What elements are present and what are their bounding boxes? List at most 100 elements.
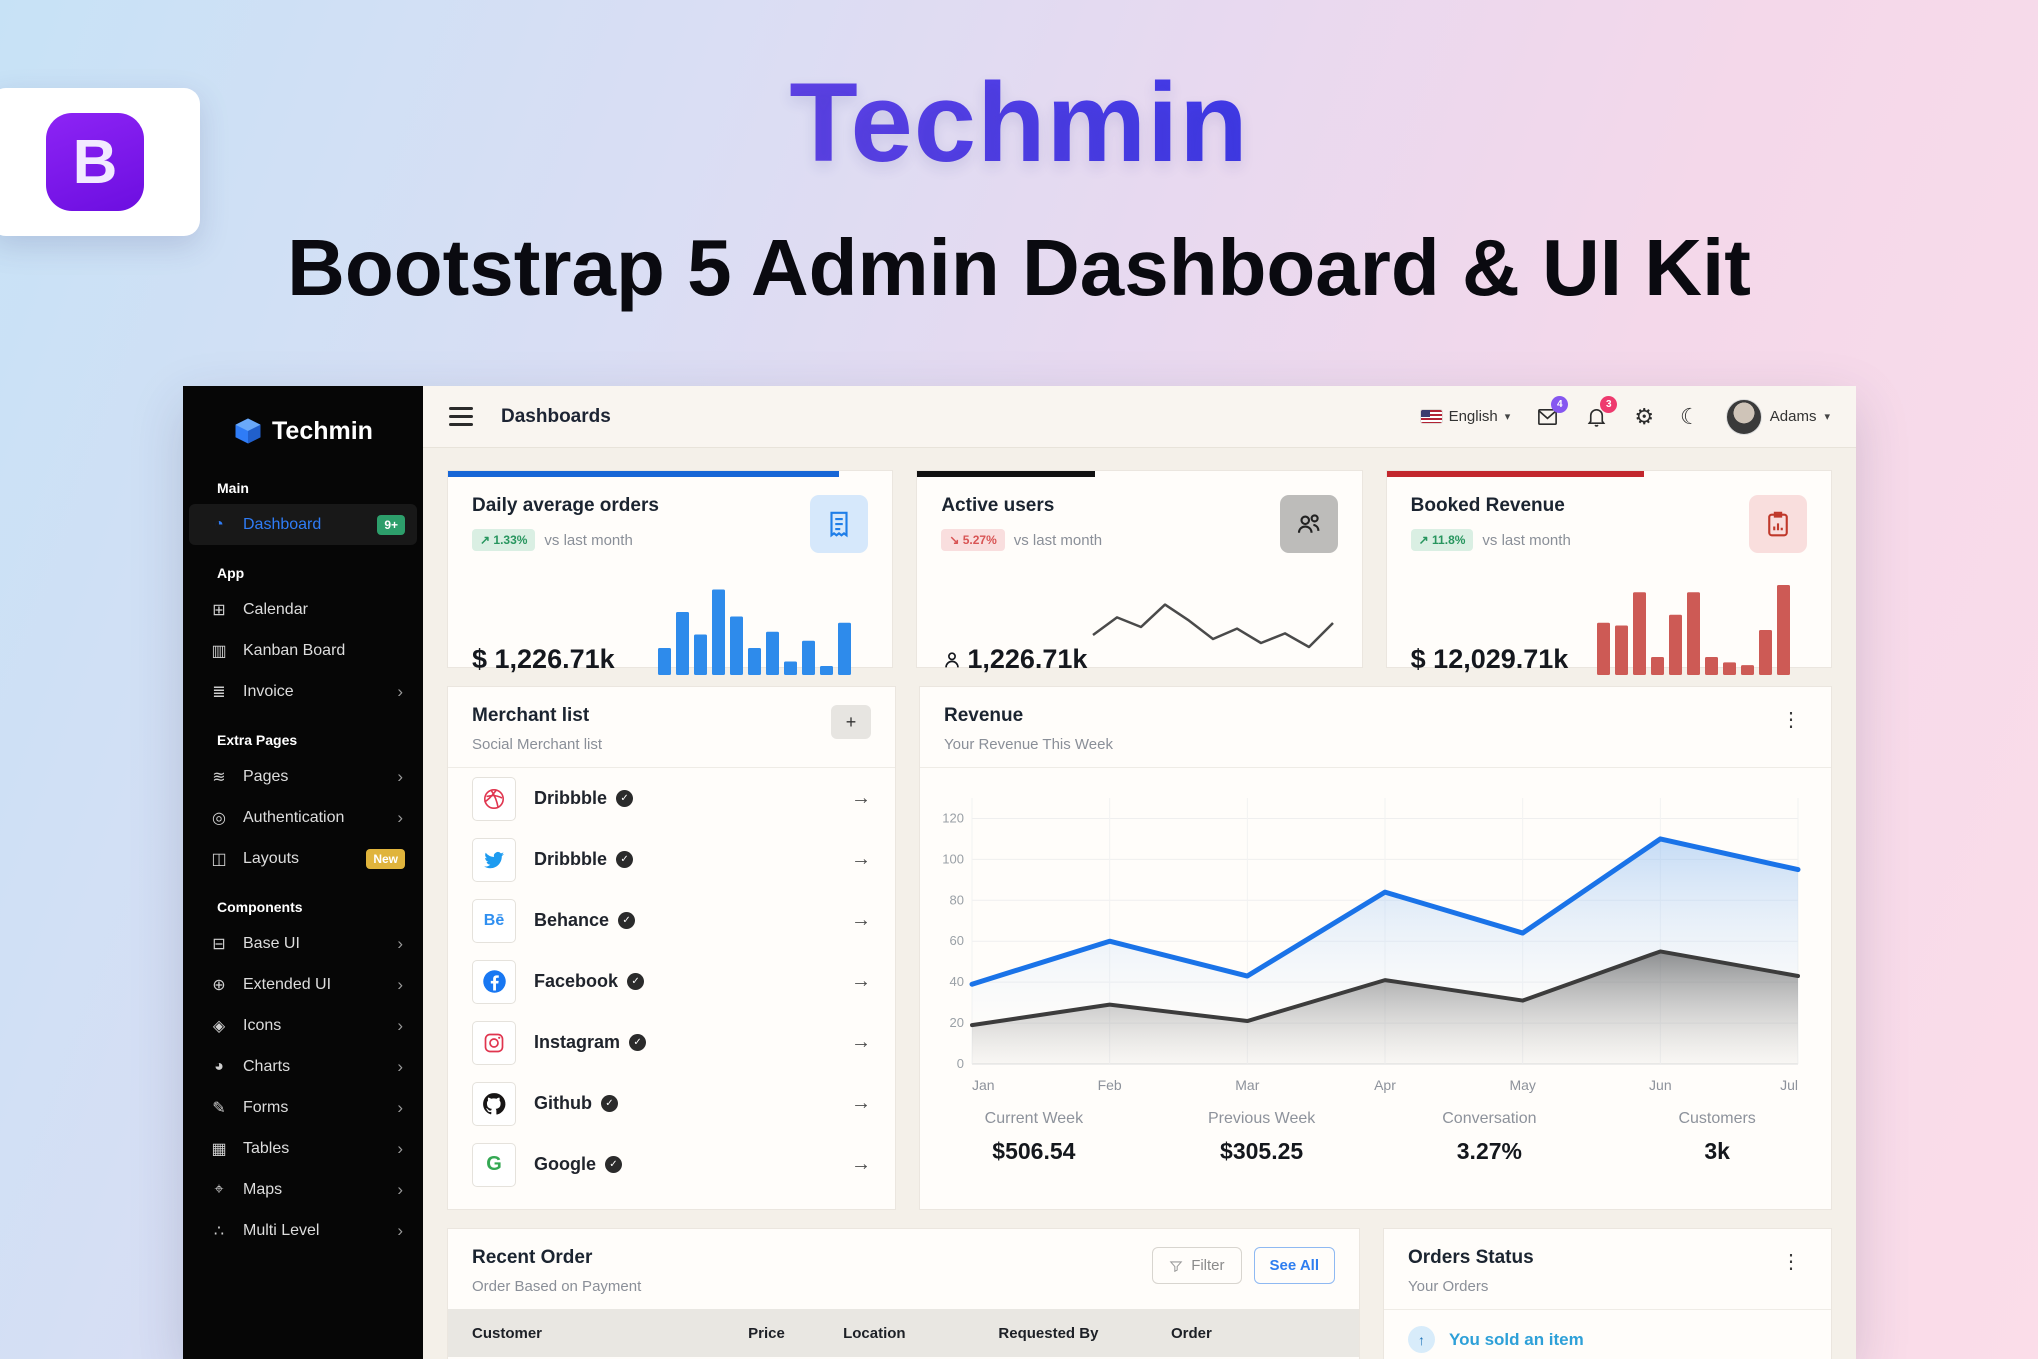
sidebar-item-pages[interactable]: ≋ Pages › bbox=[189, 756, 417, 797]
stat-title: Booked Revenue bbox=[1410, 495, 1565, 516]
sidebar-item-label: Charts bbox=[243, 1057, 291, 1075]
sidebar-brand[interactable]: Techmin bbox=[183, 402, 423, 460]
language-selector[interactable]: English ▾ bbox=[1420, 408, 1511, 425]
column-header-order: Order bbox=[1171, 1324, 1212, 1342]
user-menu[interactable]: Adams ▾ bbox=[1725, 398, 1830, 435]
card-title: Revenue bbox=[944, 705, 1024, 726]
verified-badge-icon: ✓ bbox=[605, 1156, 622, 1173]
merchant-row-behance[interactable]: Bē Behance ✓ → bbox=[472, 890, 871, 951]
column-header-requested-by: Requested By bbox=[998, 1324, 1099, 1342]
merchant-name: Github bbox=[534, 1093, 592, 1113]
see-all-button[interactable]: See All bbox=[1253, 1247, 1335, 1284]
arrow-right-icon[interactable]: → bbox=[851, 848, 871, 870]
sidebar-nav: Main ◔ Dashboard 9+ App ⊞ Calendar ▥ Kanban Boar… bbox=[183, 480, 423, 1251]
arrow-right-icon[interactable]: → bbox=[851, 1153, 871, 1175]
stat-value: $506.54 bbox=[992, 1138, 1076, 1164]
receipt-icon bbox=[810, 495, 869, 553]
sidebar-item-kanban-board[interactable]: ▥ Kanban Board bbox=[189, 630, 417, 671]
stat-value: $ 1,226.71k bbox=[472, 644, 615, 674]
sidebar-item-authentication[interactable]: ◎ Authentication › bbox=[189, 797, 417, 838]
user-name: Adams bbox=[1769, 408, 1817, 425]
stat-value: $ 12,029.71k bbox=[1410, 644, 1569, 674]
authentication-icon: ◎ bbox=[212, 809, 226, 827]
svg-text:May: May bbox=[1509, 1077, 1535, 1093]
menu-toggle-icon[interactable] bbox=[449, 407, 473, 426]
notifications-button[interactable]: 3 bbox=[1585, 396, 1618, 428]
merchant-row-google[interactable]: G Google ✓ → bbox=[472, 1134, 871, 1195]
orders-sparkline-chart bbox=[658, 579, 868, 675]
us-flag-icon bbox=[1420, 410, 1442, 423]
merchant-row-facebook[interactable]: Facebook ✓ → bbox=[472, 951, 871, 1012]
arrow-right-icon[interactable]: → bbox=[851, 787, 871, 809]
dashboard-screenshot: Techmin Main ◔ Dashboard 9+ App ⊞ Calendar ▥ Kan… bbox=[183, 386, 1856, 1359]
forms-icon: ✎ bbox=[212, 1099, 226, 1117]
sidebar-item-maps[interactable]: ⌖ Maps › bbox=[189, 1169, 417, 1210]
kebab-menu-icon[interactable]: ⋮ bbox=[1781, 709, 1801, 731]
users-icon bbox=[1279, 495, 1338, 553]
sidebar-section-label: App bbox=[217, 565, 245, 581]
column-header-price: Price bbox=[748, 1324, 785, 1342]
sidebar-item-label: Calendar bbox=[243, 600, 308, 618]
merchant-row-github[interactable]: Github ✓ → bbox=[472, 1073, 871, 1134]
chevron-right-icon: › bbox=[397, 681, 403, 701]
product-subtitle: Bootstrap 5 Admin Dashboard & UI Kit bbox=[287, 223, 1751, 312]
verified-badge-icon: ✓ bbox=[600, 1095, 618, 1112]
merchant-name: Google bbox=[534, 1154, 596, 1174]
add-merchant-button[interactable]: + bbox=[831, 705, 871, 739]
invoice-icon: ≣ bbox=[212, 683, 226, 701]
settings-gear-icon[interactable]: ⚙ bbox=[1634, 403, 1655, 429]
svg-text:Apr: Apr bbox=[1374, 1077, 1396, 1093]
bootstrap-logo-card: B bbox=[0, 88, 200, 236]
sidebar-item-invoice[interactable]: ≣ Invoice › bbox=[189, 671, 417, 712]
svg-text:Jun: Jun bbox=[1649, 1077, 1672, 1093]
sidebar-section-label: Main bbox=[217, 480, 249, 496]
users-sparkline-chart bbox=[1088, 579, 1338, 675]
merchant-row-dribbble[interactable]: Dribbble ✓ → bbox=[472, 829, 871, 890]
sidebar-item-label: Base UI bbox=[243, 934, 300, 952]
merchant-row-dribbble[interactable]: Dribbble ✓ → bbox=[472, 768, 871, 829]
sidebar-item-tables[interactable]: ▦ Tables › bbox=[189, 1128, 417, 1169]
sidebar-item-layouts[interactable]: ◫ Layouts New bbox=[189, 838, 417, 879]
mail-button[interactable]: 4 bbox=[1536, 396, 1569, 428]
filter-button[interactable]: Filter bbox=[1152, 1247, 1242, 1284]
arrow-right-icon[interactable]: → bbox=[851, 1031, 871, 1053]
bell-icon bbox=[1587, 408, 1606, 427]
merchant-name: Dribbble bbox=[534, 849, 608, 869]
arrow-right-icon[interactable]: → bbox=[851, 1092, 871, 1114]
revenue-stat-customers: Customers 3k bbox=[1603, 1110, 1831, 1165]
sidebar-item-multi-level[interactable]: ∴ Multi Level › bbox=[189, 1210, 417, 1251]
sidebar-item-extended-ui[interactable]: ⊕ Extended UI › bbox=[189, 964, 417, 1005]
accent-bar bbox=[448, 471, 839, 477]
bootstrap-icon: B bbox=[46, 113, 144, 211]
kebab-menu-icon[interactable]: ⋮ bbox=[1781, 1251, 1801, 1273]
person-icon bbox=[945, 651, 960, 667]
sidebar-item-charts[interactable]: ◕ Charts › bbox=[189, 1046, 417, 1087]
sidebar-item-forms[interactable]: ✎ Forms › bbox=[189, 1087, 417, 1128]
sidebar-item-dashboard[interactable]: ◔ Dashboard 9+ bbox=[189, 504, 417, 545]
sidebar-item-label: Tables bbox=[243, 1139, 290, 1157]
notification-badge: 3 bbox=[1600, 396, 1618, 413]
dark-mode-moon-icon[interactable]: ☾ bbox=[1680, 403, 1700, 429]
arrow-right-icon[interactable]: → bbox=[851, 970, 871, 992]
language-label: English bbox=[1448, 408, 1498, 425]
sidebar-item-base-ui[interactable]: ⊟ Base UI › bbox=[189, 923, 417, 964]
stat-label: Current Week bbox=[984, 1110, 1084, 1127]
merchant-list-card: Merchant list Social Merchant list + Dri… bbox=[447, 686, 896, 1210]
dashboard-icon: ◔ bbox=[214, 515, 224, 533]
chevron-down-icon: ▾ bbox=[1504, 411, 1511, 423]
chevron-right-icon: › bbox=[397, 1015, 403, 1035]
recent-order-card: Recent Order Order Based on Payment Filt… bbox=[447, 1228, 1360, 1359]
verified-badge-icon: ✓ bbox=[627, 973, 645, 990]
sidebar-item-icons[interactable]: ◈ Icons › bbox=[189, 1005, 417, 1046]
stat-value: $305.25 bbox=[1220, 1138, 1304, 1164]
svg-text:Mar: Mar bbox=[1235, 1077, 1259, 1093]
arrow-right-icon[interactable]: → bbox=[851, 909, 871, 931]
merchant-row-instagram[interactable]: Instagram ✓ → bbox=[472, 1012, 871, 1073]
funnel-icon bbox=[1169, 1260, 1183, 1272]
sidebar-item-calendar[interactable]: ⊞ Calendar bbox=[189, 589, 417, 630]
merchant-list: Dribbble ✓ → Dribbble ✓ → Bē Behance ✓ → Facebook ✓… bbox=[448, 768, 895, 1195]
svg-text:120: 120 bbox=[942, 810, 964, 825]
svg-text:Feb: Feb bbox=[1098, 1077, 1122, 1093]
svg-text:20: 20 bbox=[950, 1015, 964, 1030]
